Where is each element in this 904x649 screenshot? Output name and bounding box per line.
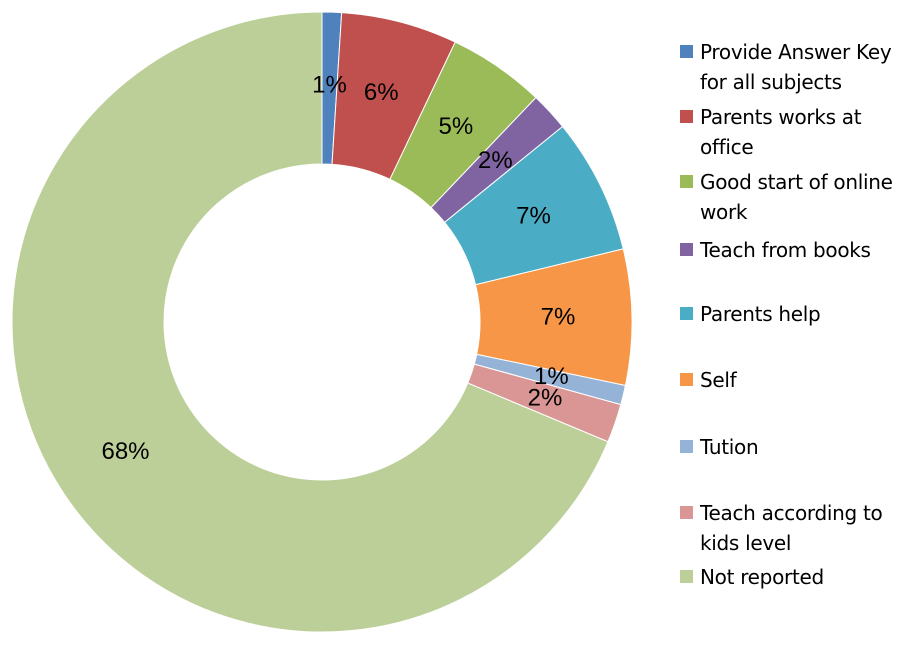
data-label: 2% <box>478 147 513 174</box>
data-label: 1% <box>534 363 569 390</box>
legend-item: Parents help <box>680 299 900 329</box>
data-label: 5% <box>438 113 473 140</box>
legend-item: Not reported <box>680 562 900 592</box>
chart: 1% 6%5%2%7%7%1%2%68% <box>11 11 633 633</box>
data-label: 1% <box>312 71 347 98</box>
legend-swatch <box>680 373 693 386</box>
data-label: 68% <box>101 438 149 465</box>
legend-swatch <box>680 506 693 519</box>
legend-item: Self <box>680 365 900 395</box>
legend-item: Tution <box>680 432 900 462</box>
legend-swatch <box>680 570 693 583</box>
legend-swatch <box>680 307 693 320</box>
legend-label: Provide Answer Key for all subjects <box>700 40 892 94</box>
data-label: 6% <box>364 79 399 106</box>
legend-swatch <box>680 110 693 123</box>
legend-item: Teach from books <box>680 235 900 265</box>
slice <box>11 11 609 633</box>
legend-swatch <box>680 440 693 453</box>
legend-swatch <box>680 175 693 188</box>
legend-item: Provide Answer Key for all subjects <box>680 37 900 97</box>
data-label: 7% <box>541 304 576 331</box>
legend-label: Not reported <box>700 565 824 589</box>
legend-item: Teach according to kids level <box>680 498 900 558</box>
legend-label: Parents help <box>700 302 821 326</box>
legend-label: Teach according to kids level <box>700 501 883 555</box>
legend-item: Parents works at office <box>680 102 900 162</box>
legend-label: Good start of online work <box>700 170 893 224</box>
legend-swatch <box>680 243 693 256</box>
legend-label: Parents works at office <box>700 105 862 159</box>
legend: Provide Answer Key for all subjects Paren… <box>680 0 904 649</box>
legend-item: Good start of online work <box>680 167 900 227</box>
data-label: 7% <box>516 203 551 230</box>
legend-label: Tution <box>700 435 759 459</box>
legend-label: Self <box>700 368 737 392</box>
data-label: 2% <box>528 385 563 412</box>
legend-label: Teach from books <box>700 238 871 262</box>
legend-swatch <box>680 45 693 58</box>
